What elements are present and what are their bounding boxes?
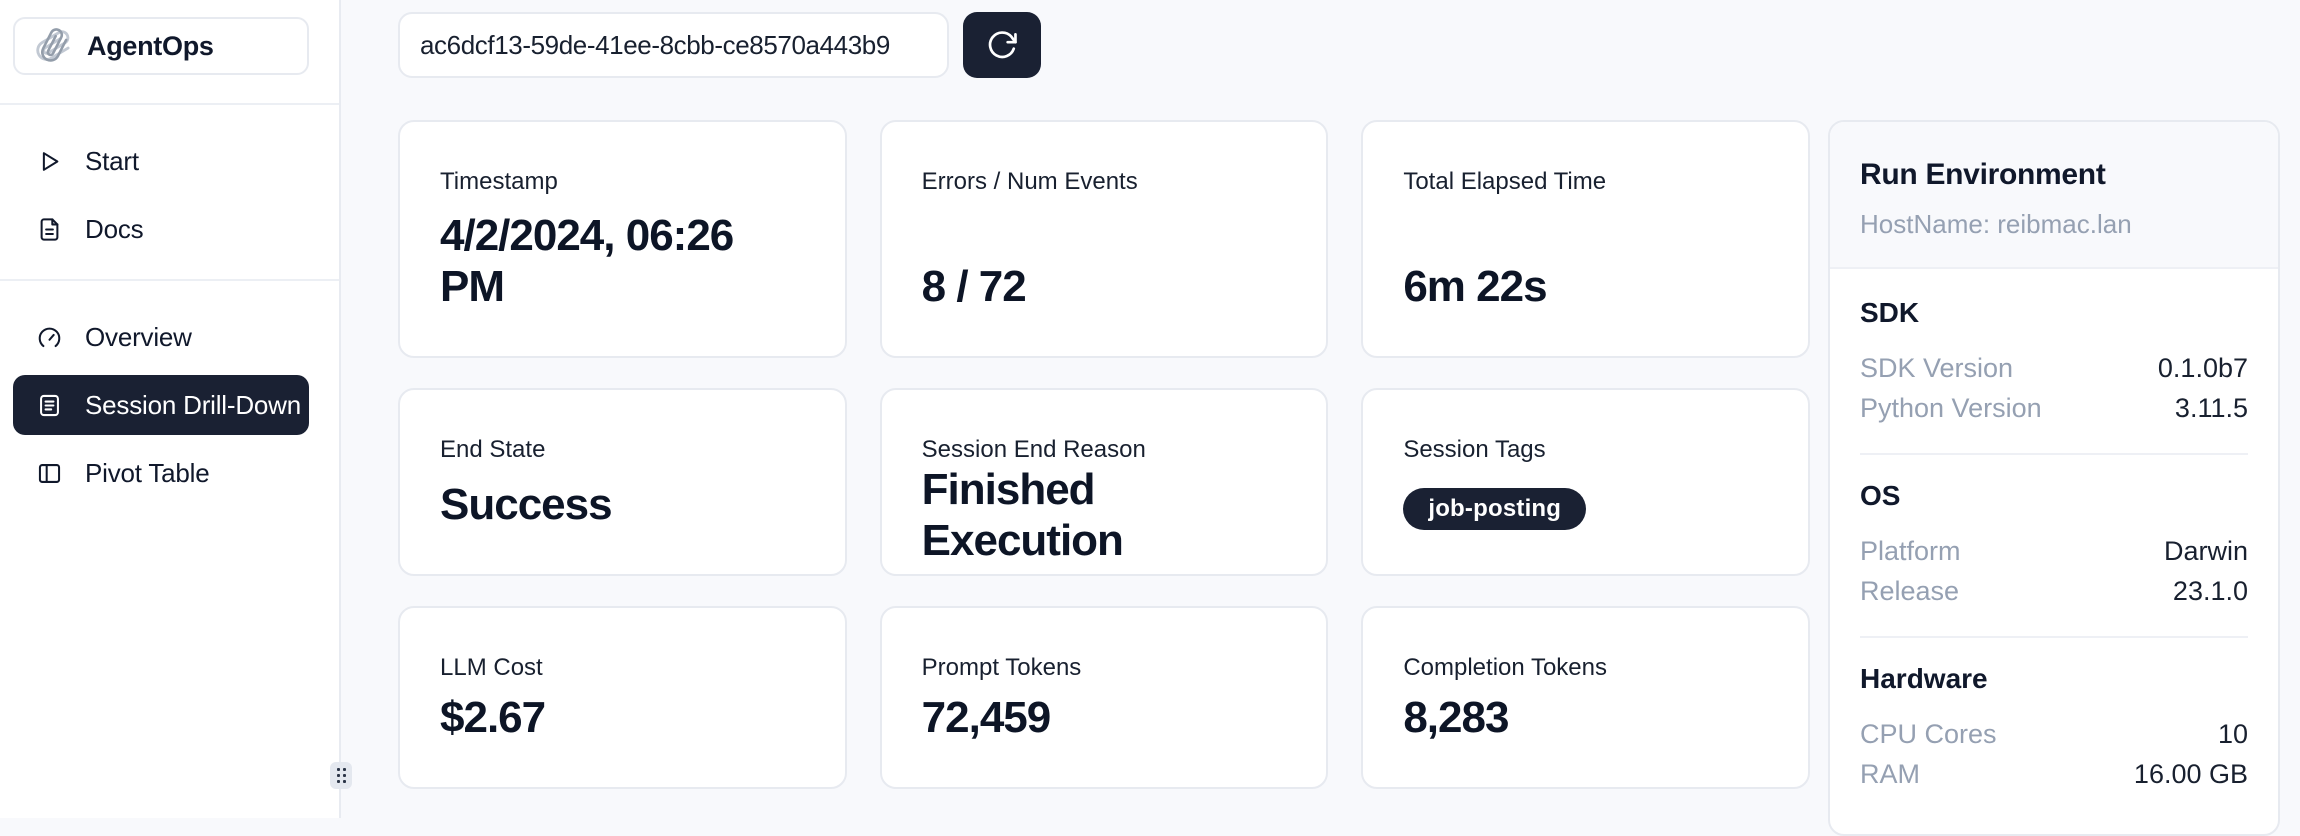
env-divider <box>1860 636 2248 638</box>
env-section-hardware: Hardware CPU Cores 10 RAM 16.00 GB <box>1860 663 2248 794</box>
sidebar-item-session-drill-down[interactable]: Session Drill-Down <box>13 375 309 435</box>
stat-card-llm-cost: LLM Cost $2.67 <box>398 606 847 789</box>
stat-card-total-elapsed-time: Total Elapsed Time 6m 22s <box>1361 120 1810 358</box>
hostname-text: HostName: reibmac.lan <box>1860 209 2132 239</box>
session-drilldown-icon <box>40 394 59 416</box>
run-environment-body: SDK SDK Version 0.1.0b7 Python Version 3… <box>1830 269 2278 834</box>
logo[interactable]: AgentOps <box>13 17 309 75</box>
sidebar-item-label: Overview <box>85 321 192 352</box>
env-row-label: Python Version <box>1860 393 2042 423</box>
tag-row: job-posting <box>1403 488 1768 530</box>
stat-card-session-end-reason: Session End Reason Finished Execution <box>879 388 1329 576</box>
play-icon <box>42 151 59 171</box>
stat-label: Total Elapsed Time <box>1403 168 1607 195</box>
sidebar: AgentOps Start Docs <box>0 0 341 818</box>
stat-label: Prompt Tokens <box>921 654 1082 681</box>
run-environment-title: Run Environment <box>1860 158 2106 191</box>
grip-dots <box>336 768 346 783</box>
docs-icon <box>40 217 59 241</box>
sidebar-item-docs[interactable]: Docs <box>13 199 309 259</box>
sidebar-item-overview[interactable]: Overview <box>13 307 309 367</box>
env-row-value: 16.00 GB <box>2133 759 2248 789</box>
paperclip-icon <box>36 28 72 64</box>
env-section-heading: Hardware <box>1860 663 1988 694</box>
sidebar-item-pivot-table[interactable]: Pivot Table <box>13 443 309 503</box>
stat-value: Success <box>440 479 613 529</box>
env-section-heading: SDK <box>1860 297 1920 328</box>
env-row-label: Release <box>1860 576 1960 606</box>
stat-label: Errors / Num Events <box>921 168 1138 195</box>
env-row-label: RAM <box>1860 759 1920 789</box>
env-row: Python Version 3.11.5 <box>1860 388 2248 428</box>
env-section-sdk: SDK SDK Version 0.1.0b7 Python Version 3… <box>1860 297 2248 428</box>
env-row-label: SDK Version <box>1860 353 2014 383</box>
env-row-value: 10 <box>2217 719 2248 749</box>
run-environment-panel: Run Environment HostName: reibmac.lan SD… <box>1828 120 2280 836</box>
stat-label: Completion Tokens <box>1403 654 1607 681</box>
env-row-value: 23.1.0 <box>2172 576 2248 606</box>
env-row-value: Darwin <box>2163 536 2248 566</box>
stat-value: 8,283 <box>1403 692 1509 742</box>
pivot-table-icon <box>38 463 61 483</box>
env-row: RAM 16.00 GB <box>1860 754 2248 794</box>
stat-label: Session Tags <box>1403 436 1546 463</box>
sidebar-divider <box>0 103 339 105</box>
env-divider <box>1860 453 2248 455</box>
stat-value: 8 / 72 <box>921 261 1027 311</box>
stat-value: Finished Execution <box>921 465 1124 566</box>
run-environment-header: Run Environment HostName: reibmac.lan <box>1830 122 2278 269</box>
env-row-label: CPU Cores <box>1860 719 1997 749</box>
env-section-heading: OS <box>1860 480 1901 511</box>
sidebar-item-label: Start <box>85 145 139 176</box>
main-content: Timestamp 4/2/2024, 06:26 PM Errors / Nu… <box>341 0 2300 836</box>
sidebar-item-label: Session Drill-Down <box>85 389 302 420</box>
env-row: SDK Version 0.1.0b7 <box>1860 348 2248 388</box>
refresh-button[interactable] <box>963 12 1041 78</box>
env-row-value: 0.1.0b7 <box>2157 353 2248 383</box>
stat-value: 4/2/2024, 06:26 PM <box>440 210 734 311</box>
stat-card-prompt-tokens: Prompt Tokens 72,459 <box>879 606 1329 789</box>
env-section-os: OS Platform Darwin Release 23.1.0 <box>1860 480 2248 611</box>
stat-label: Session End Reason <box>921 436 1146 463</box>
env-row: CPU Cores 10 <box>1860 714 2248 754</box>
gauge-icon <box>38 327 61 347</box>
sidebar-nav-top: Start Docs <box>13 131 309 259</box>
env-row-value: 3.11.5 <box>2174 393 2248 423</box>
env-row: Platform Darwin <box>1860 531 2248 571</box>
stat-value: 72,459 <box>921 692 1052 742</box>
session-tag-badge: job-posting <box>1403 488 1587 530</box>
grip-handle-icon[interactable] <box>330 762 352 789</box>
logo-text: AgentOps <box>87 30 214 61</box>
stat-card-errors-num-events: Errors / Num Events 8 / 72 <box>879 120 1329 358</box>
session-overview: Timestamp 4/2/2024, 06:26 PM Errors / Nu… <box>398 120 2280 836</box>
sidebar-item-label: Pivot Table <box>85 457 210 488</box>
sidebar-item-label: Docs <box>85 213 144 244</box>
sidebar-item-start[interactable]: Start <box>13 131 309 191</box>
stat-label: LLM Cost <box>440 654 543 681</box>
stat-cards-grid: Timestamp 4/2/2024, 06:26 PM Errors / Nu… <box>398 120 1810 789</box>
stat-value: $2.67 <box>440 692 546 742</box>
stat-label: End State <box>440 436 546 463</box>
session-topbar <box>398 12 2280 78</box>
env-row-label: Platform <box>1860 536 1961 566</box>
stat-card-timestamp: Timestamp 4/2/2024, 06:26 PM <box>398 120 847 358</box>
env-row: Release 23.1.0 <box>1860 571 2248 611</box>
sidebar-nav-main: Overview Session Drill-Down Pivot Table <box>13 307 309 503</box>
stat-card-completion-tokens: Completion Tokens 8,283 <box>1361 606 1810 789</box>
sidebar-divider <box>0 279 339 281</box>
stat-value: 6m 22s <box>1403 261 1547 311</box>
stat-card-end-state: End State Success <box>398 388 847 576</box>
stat-card-session-tags: Session Tags job-posting <box>1361 388 1810 576</box>
stat-label: Timestamp <box>440 168 558 195</box>
session-id-input[interactable] <box>398 12 949 78</box>
refresh-icon <box>988 31 1017 59</box>
